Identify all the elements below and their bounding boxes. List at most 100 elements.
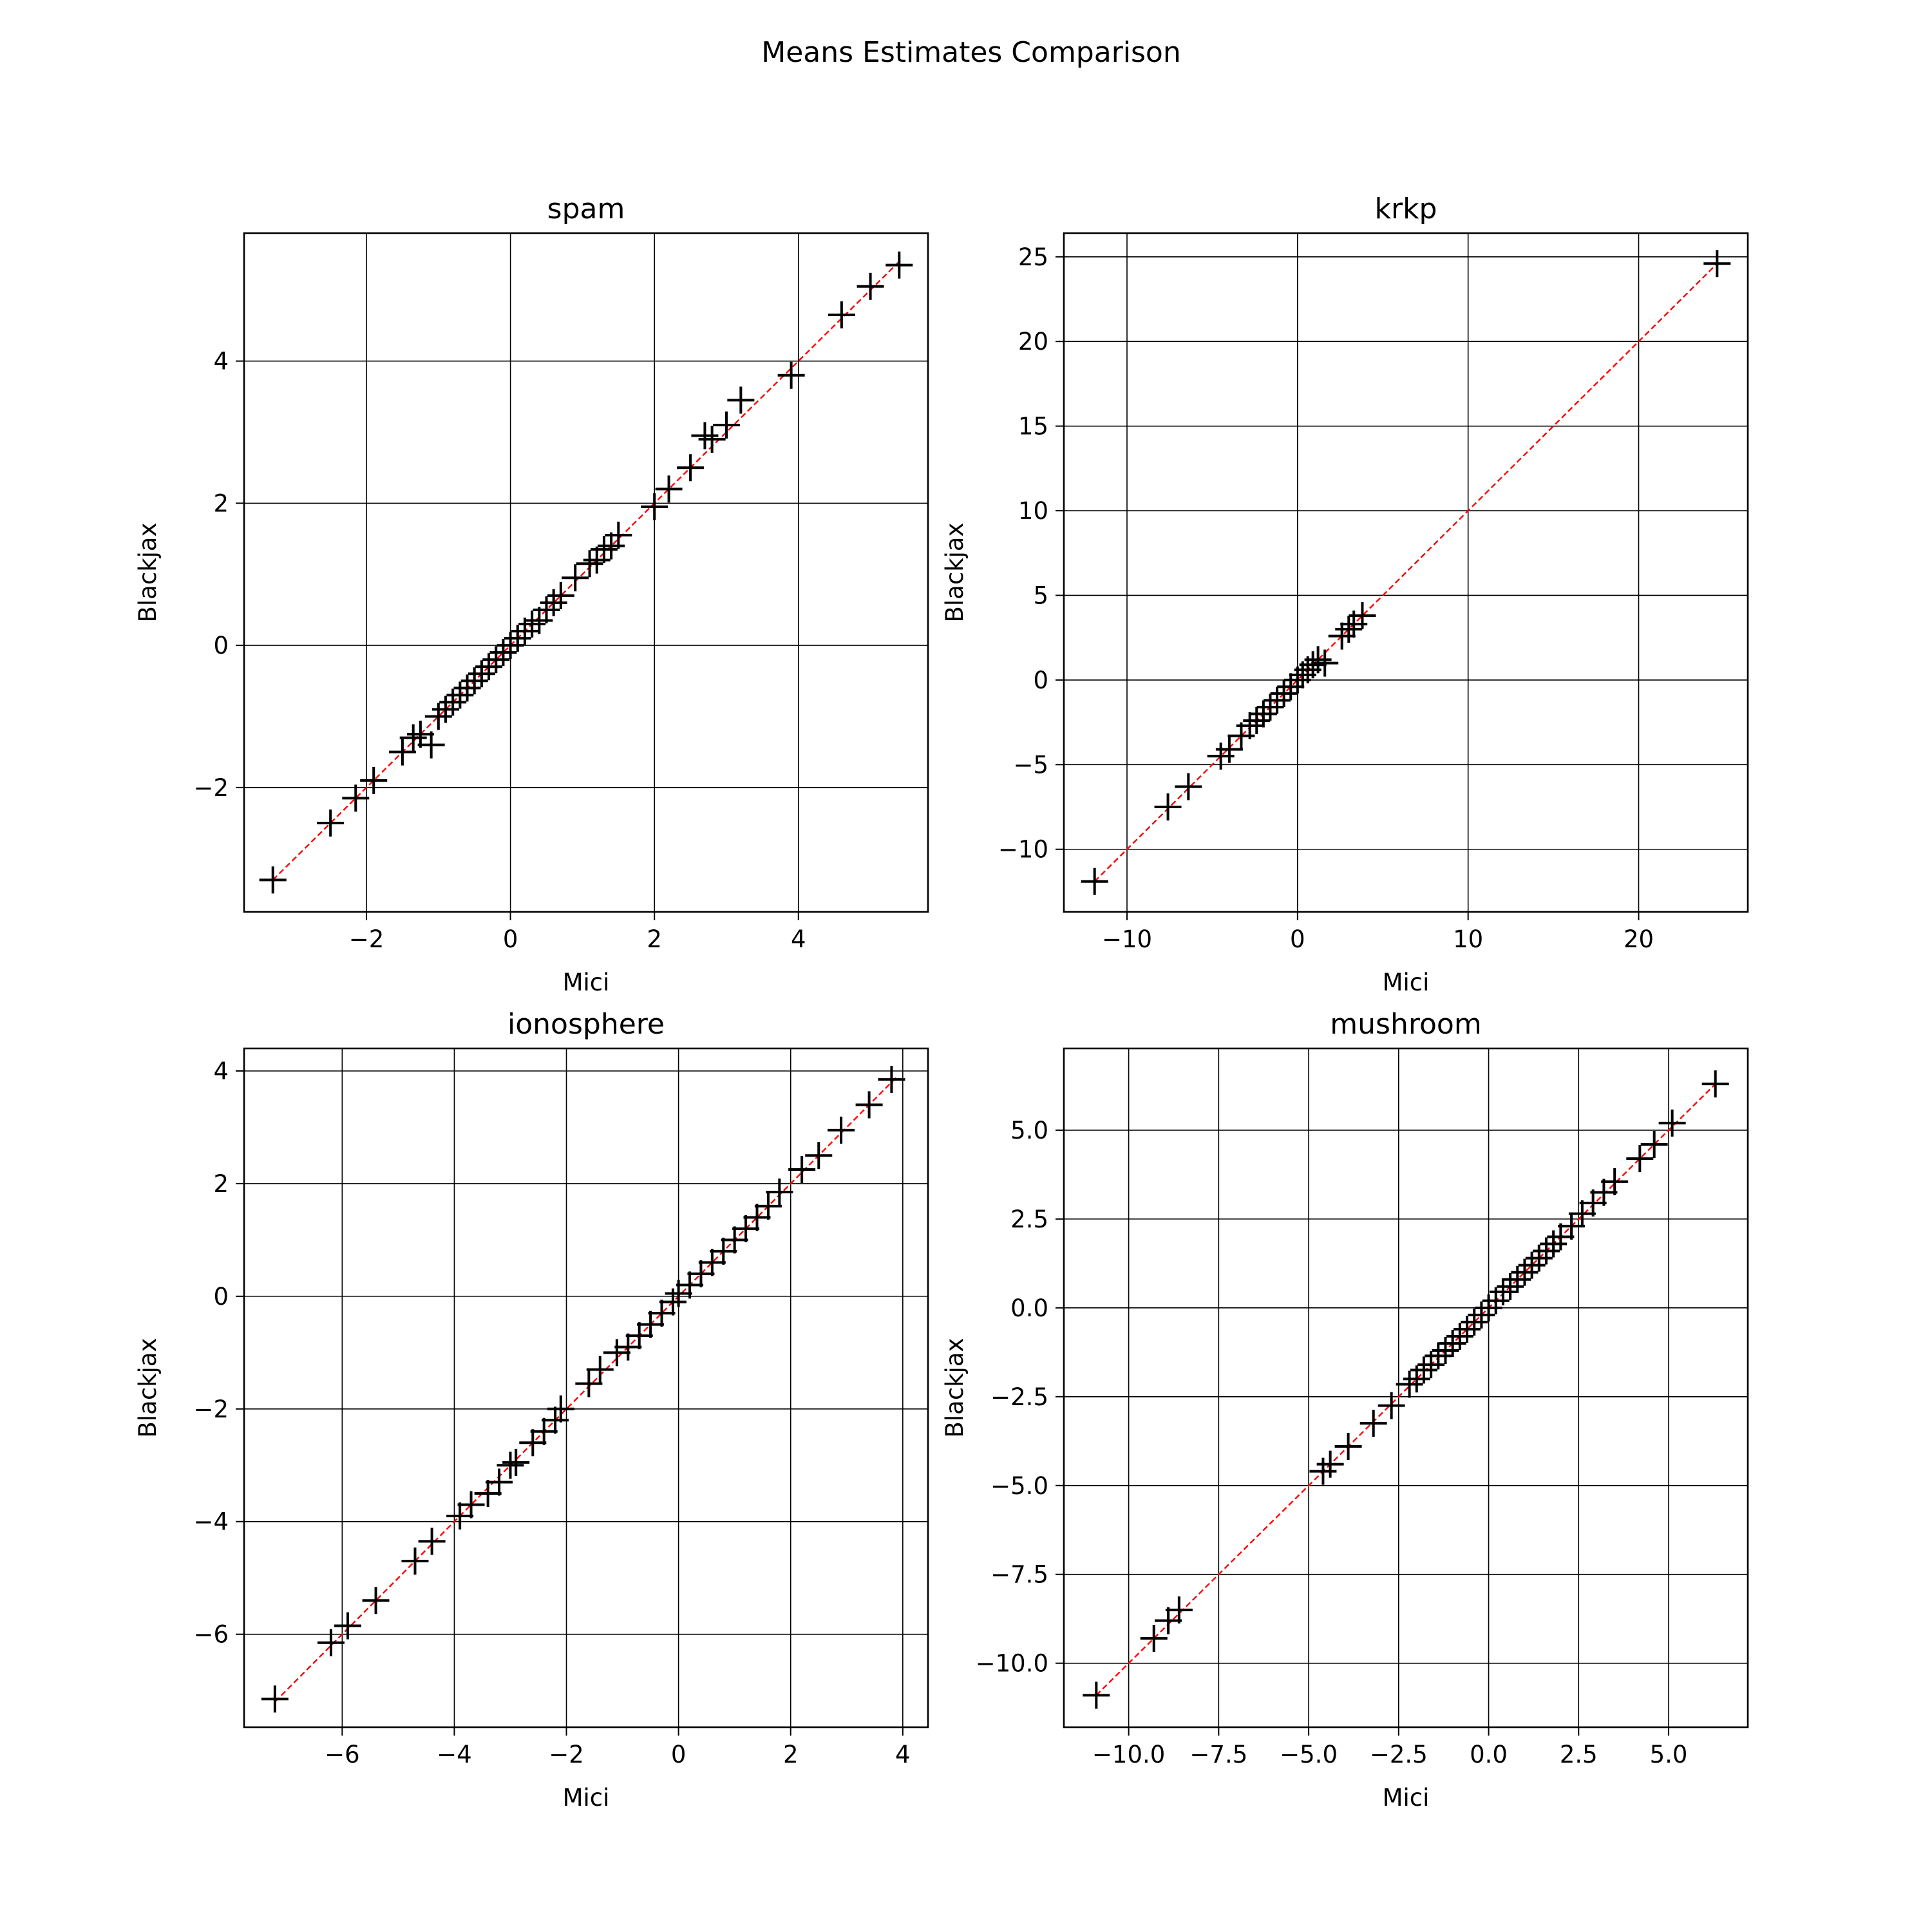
data-point [497,632,524,659]
data-point [317,810,345,837]
data-point [1701,1070,1729,1098]
plot-area [244,1048,928,1727]
y-tick-label: 4 [213,1057,229,1085]
x-axis-label: Mici [563,1784,610,1812]
x-tick-label: 0 [503,925,518,953]
data-point [828,1116,855,1144]
x-tick-label: −2 [349,925,384,953]
y-tick-label: 0.0 [1010,1294,1048,1322]
data-point [334,1612,362,1640]
x-axis-label: Mici [1383,1784,1430,1812]
data-point [530,1417,558,1445]
x-tick-label: 20 [1624,925,1654,953]
data-point [1396,1370,1423,1398]
data-points [1081,250,1731,895]
data-point [777,361,805,389]
subplot-ionosphere: −6 −4 −2 0 2 4 −6 −4 −2 0 2 4 ionosphere Mici Blackjax [134,1008,929,1812]
data-point [1511,1258,1539,1286]
data-point [1518,1251,1546,1279]
data-point [1525,1244,1553,1272]
data-points [261,1066,905,1713]
data-point [519,1429,547,1457]
x-tick-label: 2.5 [1560,1741,1598,1768]
data-point [1243,706,1271,734]
data-point [1461,1308,1488,1336]
data-point [533,596,560,623]
data-point [388,738,416,766]
data-point [453,674,481,702]
x-tick-label: −2.5 [1370,1741,1428,1768]
data-point [1165,1596,1193,1624]
data-point [1446,1322,1473,1350]
x-tick-label: 2 [783,1741,799,1768]
data-point [586,1356,614,1383]
y-tick-label: 15 [1018,413,1048,440]
data-point [401,1547,429,1575]
y-tick-label: 20 [1018,328,1048,355]
data-point [474,1480,502,1507]
reference-line [274,1075,898,1703]
data-point [526,607,553,634]
data-points [1083,1070,1729,1709]
axes-frame [1063,232,1749,913]
data-point [1558,1212,1586,1240]
data-point [342,784,370,812]
data-point [1504,1265,1531,1293]
y-axis-label: Blackjax [134,523,162,623]
data-point [1311,649,1339,677]
subplot-spam: −2 0 2 4 −2 0 2 4 spam Mici Blackjax [134,193,929,996]
x-tick-label: −10.0 [1092,1741,1165,1768]
data-point [1468,1301,1495,1329]
data-point [1334,1433,1362,1461]
data-point [1532,1237,1560,1265]
data-point [576,550,603,578]
data-point [710,1237,737,1265]
subplot-title: mushroom [1330,1008,1481,1041]
data-point [482,646,510,674]
y-tick-label: 0 [213,632,229,659]
data-point [583,546,611,574]
data-point [317,1629,345,1656]
data-point [562,564,589,592]
subplot-title: ionosphere [507,1008,665,1041]
data-point [1349,602,1376,630]
y-tick-label: 2.5 [1010,1206,1048,1233]
data-point [1277,673,1305,701]
data-point [743,1204,771,1231]
x-axis-label: Mici [1383,969,1430,996]
data-point [676,1271,704,1299]
grid-lines [1064,1048,1748,1727]
grid-lines [244,233,928,912]
y-axis-label: Blackjax [941,1338,969,1438]
data-point [1083,1681,1110,1709]
data-point [360,766,388,794]
data-point [788,1156,816,1184]
data-point [547,1395,574,1423]
data-point [1454,1315,1481,1343]
data-point [805,1142,833,1170]
data-point [828,301,855,328]
data-point [1256,693,1284,721]
data-point [605,522,632,549]
data-point [457,1491,485,1519]
data-point [655,475,683,503]
data-point [698,426,726,453]
data-point [598,532,625,560]
data-point [460,667,488,695]
data-point [362,1587,390,1615]
data-point [1140,1625,1168,1653]
data-point [1489,1278,1517,1306]
data-point [614,1333,642,1361]
data-point [1497,1273,1524,1300]
data-point [1236,712,1264,739]
data-point [259,866,287,894]
x-tick-label: 4 [791,925,806,953]
x-tick-label: −2 [549,1741,584,1768]
data-point [1703,250,1731,278]
data-point [1304,646,1332,674]
data-point [712,411,740,439]
reference-line [1094,263,1718,882]
x-tick-label: 10 [1453,925,1483,953]
grid-lines [1064,233,1748,912]
data-point [575,1370,603,1397]
